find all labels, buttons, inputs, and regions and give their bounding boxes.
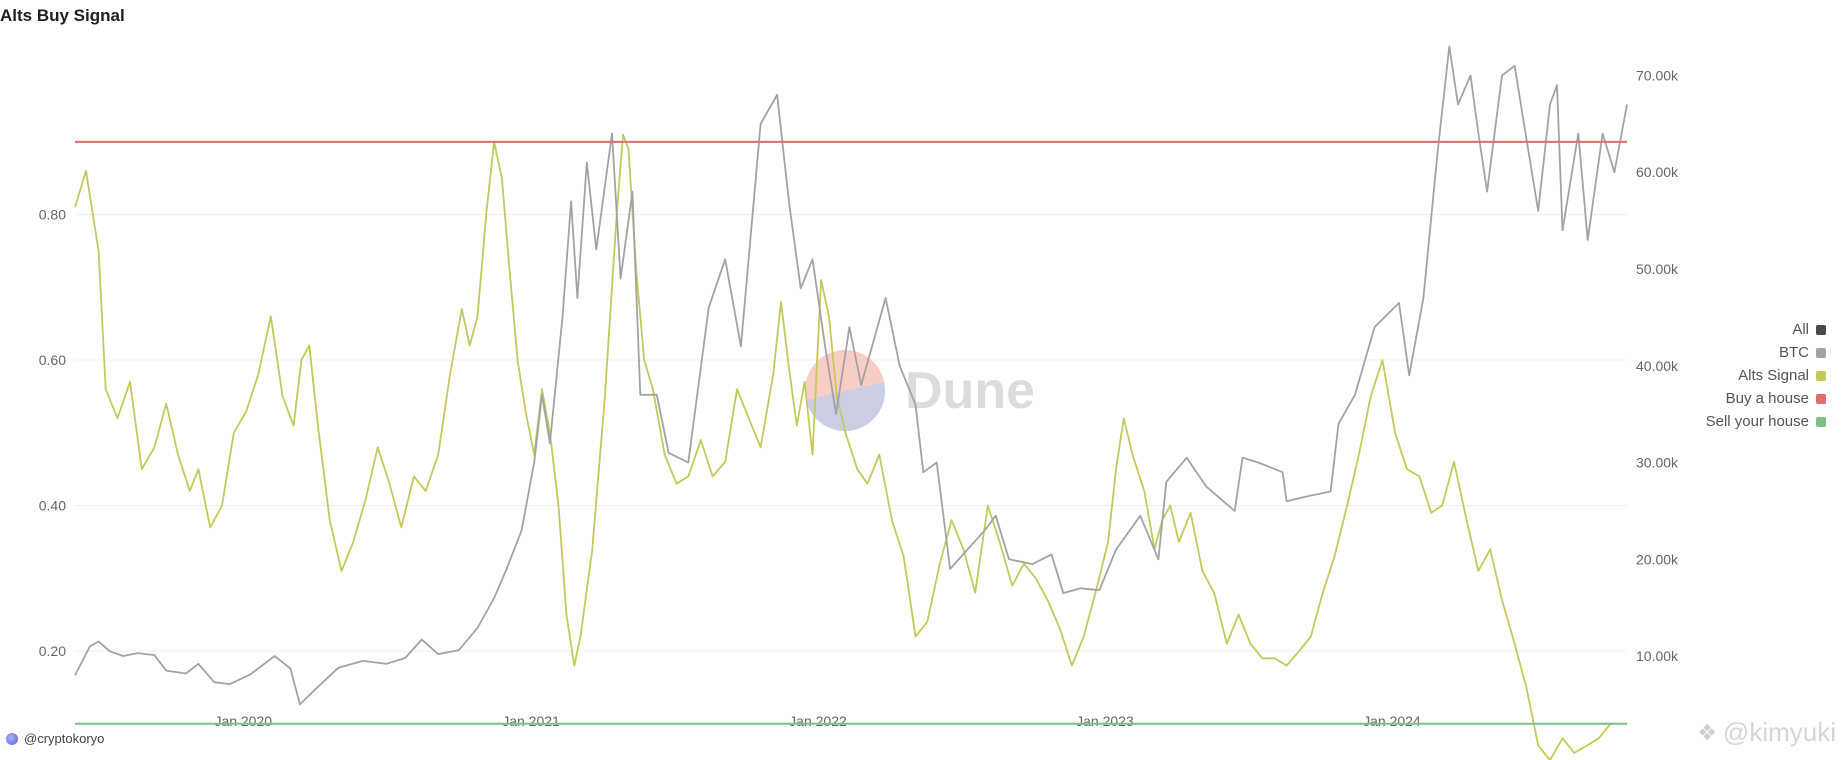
legend-item[interactable]: All (1706, 318, 1826, 341)
legend-label: BTC (1779, 344, 1809, 361)
dune-logo-shade (806, 382, 886, 432)
legend-swatch (1816, 416, 1826, 427)
legend-item[interactable]: Buy a house (1706, 387, 1826, 410)
x-tick-label: Jan 2021 (502, 713, 560, 729)
author-handle: @cryptokoryo (24, 731, 105, 746)
chart-title: Alts Buy Signal (0, 6, 125, 25)
left-tick-label: 0.40 (39, 498, 66, 514)
legend-item[interactable]: Sell your house (1706, 410, 1826, 433)
credit-watermark: ❖ @kimyuki (1697, 717, 1836, 748)
legend-swatch (1816, 324, 1826, 335)
legend-item[interactable]: BTC (1706, 341, 1826, 364)
right-axis-ticks: 10.00k 20.00k 30.00k 40.00k 50.00k 60.00k 70.0… (1636, 67, 1679, 664)
legend-label: Sell your house (1705, 413, 1809, 430)
left-tick-label: 0.60 (39, 352, 66, 368)
right-tick-label: 40.00k (1636, 358, 1679, 374)
right-tick-label: 10.00k (1636, 648, 1679, 664)
legend-label: Buy a house (1725, 390, 1809, 407)
author-tag[interactable]: @cryptokoryo (6, 731, 104, 746)
left-tick-label: 0.20 (39, 643, 66, 659)
x-tick-label: Jan 2023 (1076, 713, 1134, 729)
x-tick-label: Jan 2024 (1363, 713, 1421, 729)
btc-line (74, 45, 1628, 706)
right-tick-label: 20.00k (1636, 551, 1679, 567)
legend-label: Alts Signal (1738, 367, 1809, 384)
alts-signal-line (74, 133, 1612, 760)
right-tick-label: 50.00k (1636, 261, 1679, 277)
avatar (6, 732, 18, 745)
legend-label: All (1792, 321, 1809, 338)
x-tick-label: Jan 2020 (214, 713, 272, 729)
legend: All BTC Alts Signal Buy a house Sell your ho… (1706, 318, 1826, 433)
legend-swatch (1816, 393, 1826, 404)
right-tick-label: 60.00k (1636, 164, 1679, 180)
credit-handle: @kimyuki (1722, 717, 1836, 747)
legend-swatch (1816, 347, 1826, 358)
legend-item[interactable]: Alts Signal (1706, 364, 1826, 387)
right-tick-label: 70.00k (1636, 67, 1679, 83)
left-axis-ticks: 0.20 0.40 0.60 0.80 (39, 207, 66, 659)
legend-swatch (1816, 370, 1826, 381)
watermark-text: Dune (905, 362, 1035, 420)
x-axis-ticks: Jan 2020 Jan 2021 Jan 2022 Jan 2023 Jan 2024 (214, 713, 1420, 729)
right-tick-label: 30.00k (1636, 455, 1679, 471)
left-tick-label: 0.80 (39, 207, 66, 223)
series-layer (74, 45, 1628, 760)
x-tick-label: Jan 2022 (789, 713, 847, 729)
bird-logo-icon: ❖ (1697, 719, 1717, 745)
